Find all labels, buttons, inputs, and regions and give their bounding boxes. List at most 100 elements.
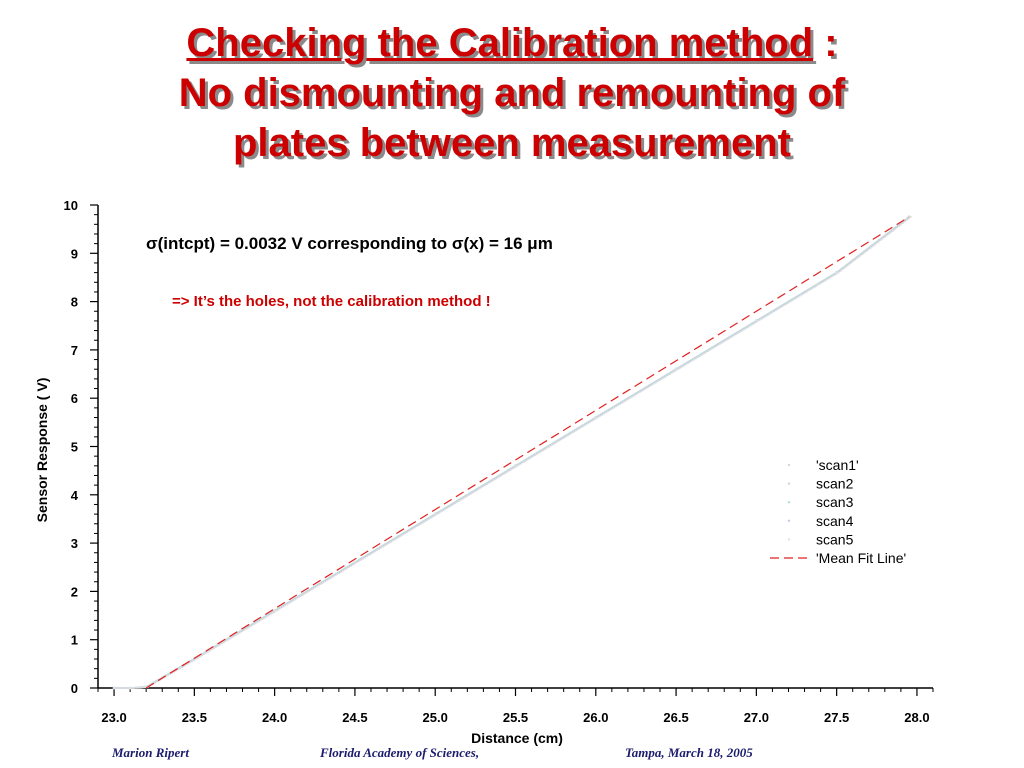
x-axis-label: Distance (cm) <box>471 730 563 746</box>
data-point <box>332 576 334 578</box>
data-point <box>781 304 784 307</box>
data-point <box>225 639 228 642</box>
data-point <box>510 468 513 471</box>
data-point <box>452 503 455 506</box>
data-point <box>869 247 872 249</box>
data-point <box>653 382 655 385</box>
data-point <box>233 635 236 637</box>
data-point <box>243 629 246 631</box>
data-point <box>436 513 439 515</box>
data-point <box>635 393 637 396</box>
data-point <box>715 345 718 348</box>
data-point <box>536 452 539 455</box>
data-point <box>398 536 400 538</box>
title-colon: : <box>813 21 838 65</box>
x-tick-label: 23.0 <box>101 710 126 725</box>
data-point <box>809 288 812 291</box>
data-point <box>896 225 898 228</box>
data-point <box>384 544 386 547</box>
data-point <box>671 372 673 374</box>
data-point <box>466 495 469 497</box>
data-point <box>594 416 597 419</box>
data-point <box>783 304 786 307</box>
data-point <box>892 230 894 232</box>
data-point <box>352 564 354 566</box>
data-point <box>313 586 316 589</box>
data-point <box>221 642 224 644</box>
data-point <box>173 670 176 673</box>
data-point <box>394 538 396 541</box>
data-point <box>785 303 788 305</box>
data-point <box>594 417 597 420</box>
data-point <box>344 568 346 571</box>
data-point <box>896 227 898 229</box>
data-point <box>418 524 420 526</box>
data-point <box>215 645 218 648</box>
data-point <box>167 674 170 676</box>
data-point <box>346 567 348 570</box>
data-point <box>723 340 726 343</box>
data-point <box>795 297 798 299</box>
data-point <box>877 240 880 243</box>
data-point <box>705 351 707 354</box>
y-tick-label: 0 <box>71 681 78 696</box>
data-point <box>362 557 364 560</box>
data-point <box>845 265 848 268</box>
data-point <box>462 497 465 500</box>
data-point <box>683 364 685 367</box>
data-point <box>283 605 286 607</box>
data-point <box>791 299 794 302</box>
data-point <box>556 440 559 443</box>
data-point <box>311 588 314 590</box>
data-point <box>191 660 194 662</box>
data-point <box>741 329 744 332</box>
y-tick-label: 7 <box>71 343 78 358</box>
data-point <box>787 302 790 304</box>
data-point <box>195 657 198 660</box>
data-point <box>504 472 507 474</box>
data-point <box>679 367 681 369</box>
data-point <box>894 227 896 230</box>
data-point <box>789 300 792 303</box>
title-line-3: plates between measurement <box>233 121 791 165</box>
data-point <box>488 481 491 484</box>
legend-swatch <box>787 519 791 522</box>
data-point <box>532 455 535 457</box>
sigma-annotation: σ(intcpt) = 0.0032 V corresponding to σ(… <box>146 234 553 253</box>
x-tick-label: 26.0 <box>583 710 608 725</box>
data-point <box>420 522 422 525</box>
data-point <box>665 375 667 378</box>
legend-label: 'Mean Fit Line' <box>816 550 906 566</box>
data-point <box>546 446 549 449</box>
data-point <box>348 566 350 569</box>
data-point <box>771 310 774 313</box>
data-point <box>326 579 328 582</box>
data-point <box>550 444 553 447</box>
data-point <box>189 661 192 663</box>
data-point <box>900 222 902 225</box>
data-point <box>410 529 412 531</box>
y-tick-label: 4 <box>71 488 79 503</box>
data-point <box>709 349 711 351</box>
data-point <box>637 392 639 395</box>
data-point <box>799 294 802 297</box>
footer-place-date: Tampa, March 18, 2005 <box>625 745 753 760</box>
data-point <box>572 431 575 433</box>
data-point <box>560 438 563 441</box>
data-point <box>677 368 679 371</box>
data-point <box>209 649 212 651</box>
data-point <box>127 687 129 689</box>
data-point <box>400 535 402 537</box>
data-point <box>422 521 424 524</box>
data-point <box>279 607 282 610</box>
data-point <box>223 641 226 643</box>
data-point <box>621 402 623 404</box>
title-line-2: No dismounting and remounting of <box>178 71 846 115</box>
data-point <box>554 442 557 444</box>
data-point <box>625 399 627 402</box>
data-point <box>773 309 776 312</box>
y-tick-label: 5 <box>71 440 78 455</box>
data-point <box>358 560 360 563</box>
data-point <box>330 577 332 579</box>
data-point <box>251 624 254 626</box>
